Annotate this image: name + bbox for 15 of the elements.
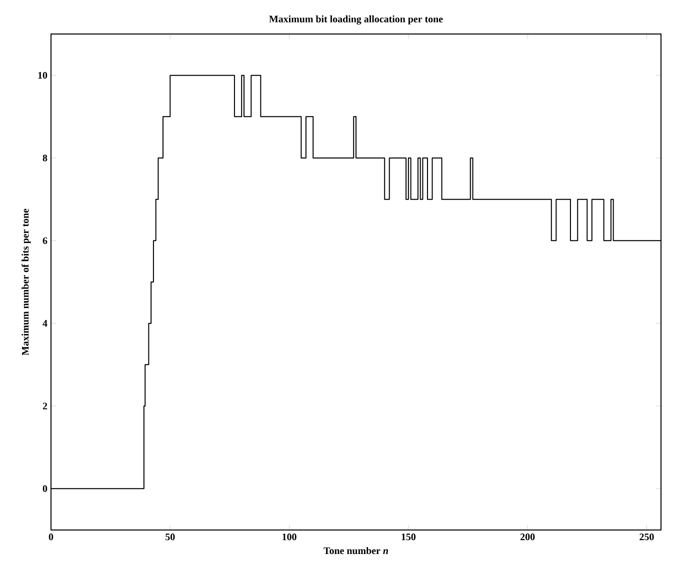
y-axis-title: Maximum number of bits per tone	[22, 208, 31, 356]
x-tick-label: 100	[282, 534, 296, 540]
x-tick-label: 200	[520, 534, 535, 540]
y-tick-label: 4	[42, 320, 48, 327]
y-tick-label: 2	[42, 402, 48, 410]
y-tick-label: 8	[42, 154, 48, 162]
x-tick-label: 50	[166, 534, 175, 540]
x-tick-label: 0	[48, 534, 54, 540]
y-tick-label: 6	[42, 237, 48, 244]
x-tick-label: 250	[640, 534, 654, 540]
x-axis-title: Tone number n	[324, 547, 388, 554]
y-tick-label: 10	[38, 72, 48, 79]
x-tick-label: 150	[402, 534, 416, 540]
y-tick-label: 0	[42, 485, 48, 492]
chart-title: Maximum bit loading allocation per tone	[269, 15, 443, 24]
